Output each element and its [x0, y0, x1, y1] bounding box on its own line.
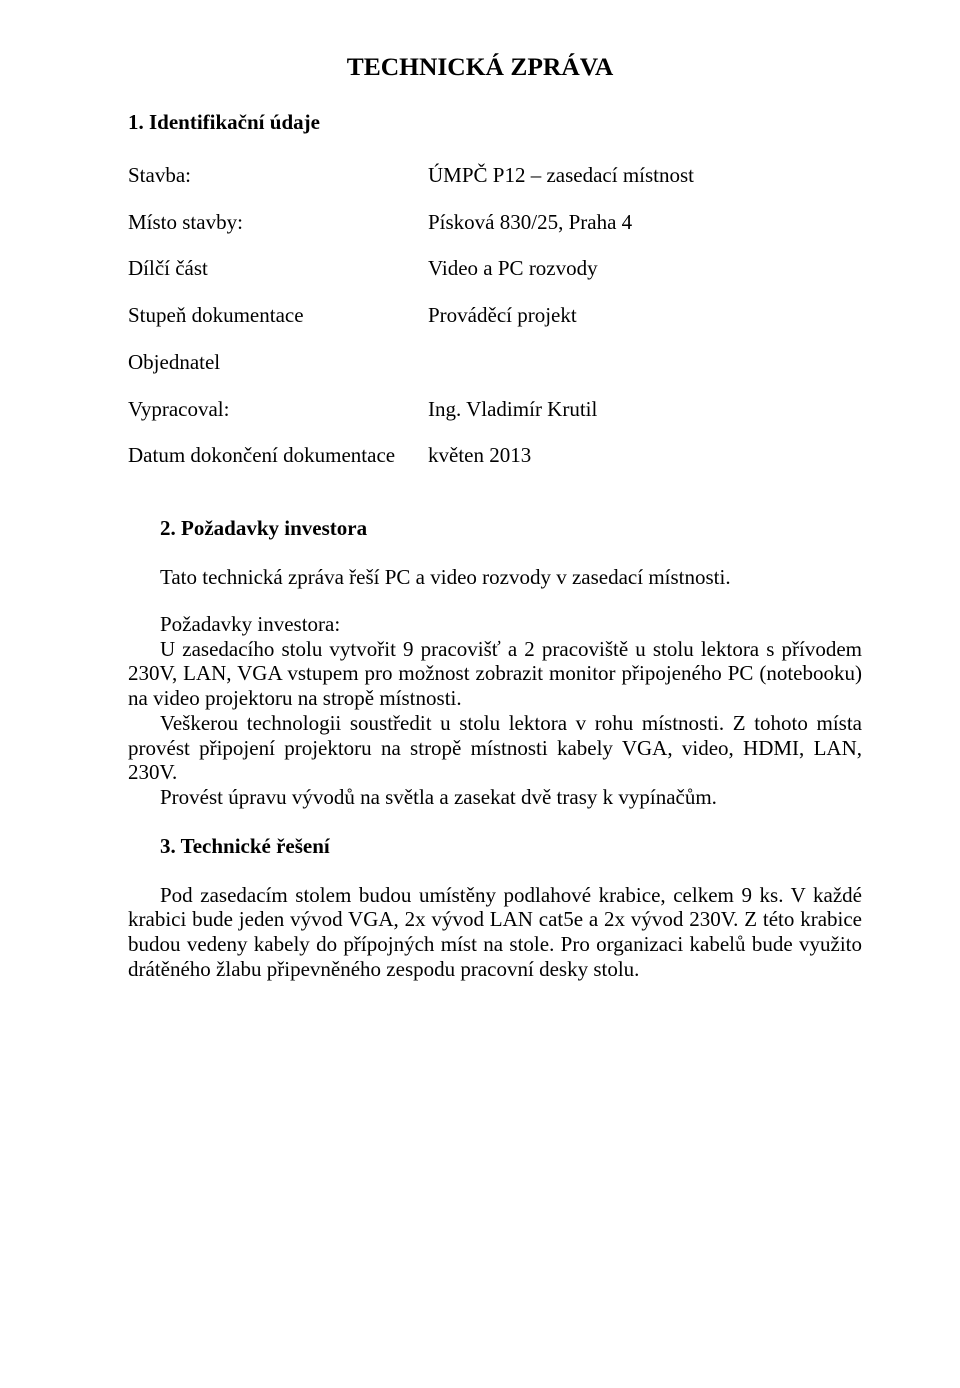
table-row: Datum dokončení dokumentace květen 2013	[128, 443, 862, 490]
field-label: Dílčí část	[128, 256, 428, 303]
section-2-paragraph-1: U zasedacího stolu vytvořit 9 pracovišť …	[128, 637, 862, 711]
field-value	[428, 350, 862, 397]
field-label: Místo stavby:	[128, 210, 428, 257]
section-2-paragraph-2: Veškerou technologii soustředit u stolu …	[128, 711, 862, 785]
field-value: květen 2013	[428, 443, 862, 490]
table-row: Místo stavby: Písková 830/25, Praha 4	[128, 210, 862, 257]
field-label: Datum dokončení dokumentace	[128, 443, 428, 490]
field-value: ÚMPČ P12 – zasedací místnost	[428, 163, 862, 210]
field-value: Ing. Vladimír Krutil	[428, 397, 862, 444]
document-title: TECHNICKÁ ZPRÁVA	[98, 52, 862, 82]
field-label: Vypracoval:	[128, 397, 428, 444]
field-value: Prováděcí projekt	[428, 303, 862, 350]
section-2-heading: 2. Požadavky investora	[160, 516, 862, 541]
table-row: Stavba: ÚMPČ P12 – zasedací místnost	[128, 163, 862, 210]
field-label: Stupeň dokumentace	[128, 303, 428, 350]
section-2-subhead: Požadavky investora:	[160, 612, 862, 637]
table-row: Objednatel	[128, 350, 862, 397]
section-3-paragraph-1: Pod zasedacím stolem budou umístěny podl…	[128, 883, 862, 982]
section-1-heading: 1. Identifikační údaje	[128, 110, 862, 135]
field-value: Písková 830/25, Praha 4	[428, 210, 862, 257]
field-label: Objednatel	[128, 350, 428, 397]
section-2-intro: Tato technická zpráva řeší PC a video ro…	[160, 565, 862, 590]
field-label: Stavba:	[128, 163, 428, 210]
table-row: Dílčí část Video a PC rozvody	[128, 256, 862, 303]
table-row: Vypracoval: Ing. Vladimír Krutil	[128, 397, 862, 444]
identification-table: Stavba: ÚMPČ P12 – zasedací místnost Mís…	[128, 163, 862, 490]
section-3-heading: 3. Technické řešení	[160, 834, 862, 859]
field-value: Video a PC rozvody	[428, 256, 862, 303]
table-row: Stupeň dokumentace Prováděcí projekt	[128, 303, 862, 350]
section-2-paragraph-3: Provést úpravu vývodů na světla a zaseka…	[128, 785, 862, 810]
